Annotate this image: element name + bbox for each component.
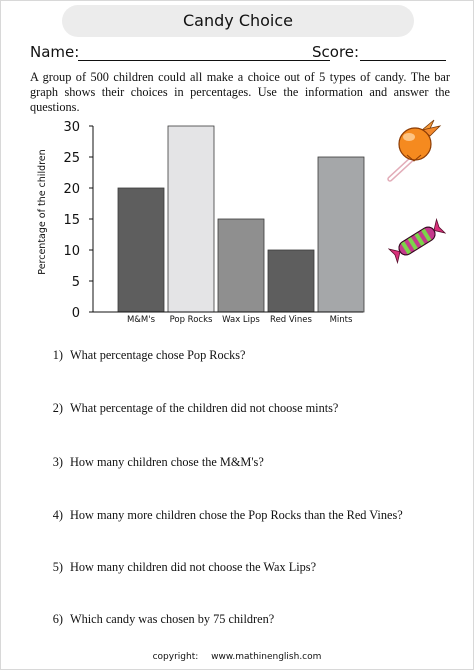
- x-tick-label: Mints: [330, 315, 353, 325]
- question-2: 2) What percentage of the children did n…: [0, 399, 474, 417]
- question-number: 1): [52, 348, 63, 362]
- bar-mints: [317, 156, 365, 313]
- page-title: Candy Choice: [182, 11, 293, 30]
- copyright-label: copyright:: [152, 652, 199, 662]
- intro-text: A group of 500 children could all make a…: [30, 70, 450, 114]
- lollipop-icon: [387, 119, 442, 182]
- question-5: 5) How many children did not choose the …: [0, 558, 474, 576]
- name-label: Name:: [30, 43, 80, 61]
- score-blank[interactable]: [360, 60, 446, 61]
- title-banner: Candy Choice: [62, 5, 414, 37]
- y-tick-label: 15: [63, 213, 80, 228]
- y-tick-label: 5: [72, 275, 80, 290]
- copyright-site: www.mathinenglish.com: [211, 652, 322, 662]
- x-tick-label: M&M's: [127, 315, 156, 325]
- wrapped-candy-icon: [388, 218, 446, 264]
- bar-wax-lips: [217, 218, 265, 313]
- question-text: What percentage chose Pop Rocks?: [70, 348, 246, 362]
- bar-m-m-s: [117, 187, 165, 313]
- y-tick-label: 30: [63, 120, 80, 135]
- question-number: 3): [52, 455, 63, 469]
- x-tick-label: Wax Lips: [222, 315, 260, 325]
- question-text: Which candy was chosen by 75 children?: [70, 612, 275, 626]
- question-number: 4): [52, 508, 63, 522]
- y-tick-label: 0: [72, 306, 80, 321]
- question-1: 1) What percentage chose Pop Rocks?: [0, 346, 474, 364]
- y-tick-label: 10: [63, 244, 80, 259]
- question-text: How many more children chose the Pop Roc…: [70, 508, 403, 522]
- y-tick-label: 25: [63, 151, 80, 166]
- question-number: 2): [52, 401, 63, 415]
- score-label: Score:: [312, 43, 360, 61]
- y-tick-label: 20: [63, 182, 80, 197]
- question-number: 6): [52, 612, 63, 626]
- question-3: 3) How many children chose the M&M's?: [0, 453, 474, 471]
- bar-red-vines: [267, 249, 315, 313]
- question-4: 4) How many more children chose the Pop …: [0, 506, 474, 524]
- question-number: 5): [52, 560, 63, 574]
- bar-pop-rocks: [167, 125, 215, 313]
- x-tick-label: Red Vines: [270, 315, 312, 325]
- question-text: How many children chose the M&M's?: [70, 455, 264, 469]
- y-axis-label: Percentage of the children: [37, 149, 48, 274]
- x-tick-label: Pop Rocks: [170, 315, 213, 325]
- name-score-row: Name: Score:: [30, 43, 450, 65]
- question-text: How many children did not choose the Wax…: [70, 560, 317, 574]
- name-blank[interactable]: [78, 60, 330, 61]
- copyright-footer: copyright: www.mathinenglish.com: [0, 652, 474, 662]
- bar-chart: Percentage of the children 051015202530 …: [37, 120, 365, 325]
- question-6: 6) Which candy was chosen by 75 children…: [0, 610, 474, 628]
- question-text: What percentage of the children did not …: [70, 401, 339, 415]
